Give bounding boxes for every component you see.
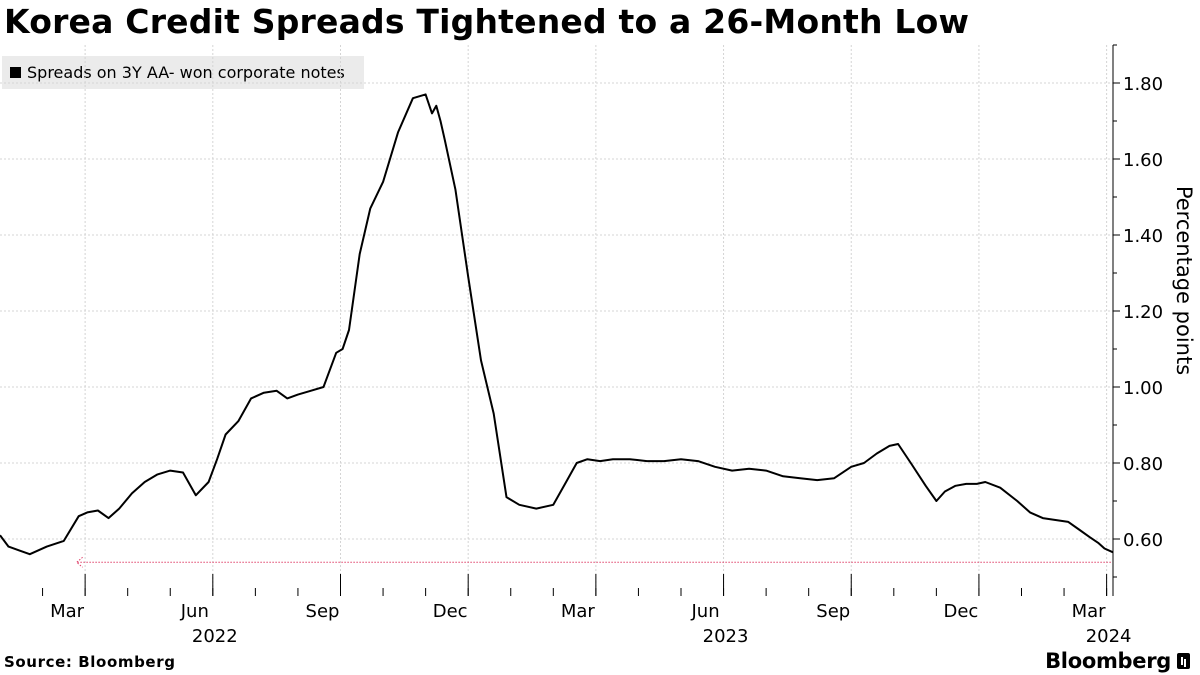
x-year-label: 2022 bbox=[192, 626, 238, 647]
legend-swatch bbox=[10, 67, 21, 78]
x-tick-label: Jun bbox=[690, 601, 719, 622]
x-tick-label: Dec bbox=[944, 601, 979, 622]
y-tick-label: 0.80 bbox=[1123, 454, 1163, 475]
brand-logo: Bloomberg bbox=[1045, 649, 1190, 673]
annotation-layer bbox=[75, 556, 1111, 568]
y-axis-label: Percentage points bbox=[1172, 186, 1196, 375]
x-tick-label: Jun bbox=[180, 601, 209, 622]
source-note: Source: Bloomberg bbox=[4, 653, 176, 671]
x-tick-label: Sep bbox=[816, 601, 850, 622]
chart-title: Korea Credit Spreads Tightened to a 26-M… bbox=[4, 2, 970, 41]
x-tick-label: Mar bbox=[561, 601, 596, 622]
legend-label: Spreads on 3Y AA- won corporate notes bbox=[27, 63, 345, 82]
x-tick-label: Mar bbox=[50, 601, 85, 622]
legend: Spreads on 3Y AA- won corporate notes bbox=[2, 56, 364, 89]
y-tick-label: 1.60 bbox=[1123, 150, 1163, 171]
x-tick-label: Dec bbox=[433, 601, 468, 622]
x-tick-label: Sep bbox=[306, 601, 340, 622]
axis-layer: 0.60 0.80 1.00 1.20 1.40 1.60 1.80 Mar Jun Sep Dec… bbox=[42, 44, 1163, 647]
y-tick-label: 1.80 bbox=[1123, 74, 1163, 95]
x-year-label: 2024 bbox=[1086, 626, 1132, 647]
x-year-label: 2023 bbox=[703, 626, 749, 647]
series-layer bbox=[0, 93, 1114, 556]
brand-text: Bloomberg bbox=[1045, 649, 1171, 673]
x-tick-label: Mar bbox=[1072, 601, 1107, 622]
y-tick-label: 1.00 bbox=[1123, 378, 1163, 399]
y-tick-label: 0.60 bbox=[1123, 530, 1163, 551]
y-tick-label: 1.40 bbox=[1123, 226, 1163, 247]
series-line-spreads bbox=[0, 93, 1114, 556]
y-tick-label: 1.20 bbox=[1123, 302, 1163, 323]
annotation-arrow-head bbox=[75, 556, 83, 568]
bloomberg-terminal-icon bbox=[1177, 653, 1190, 669]
grid-layer bbox=[0, 45, 1113, 596]
